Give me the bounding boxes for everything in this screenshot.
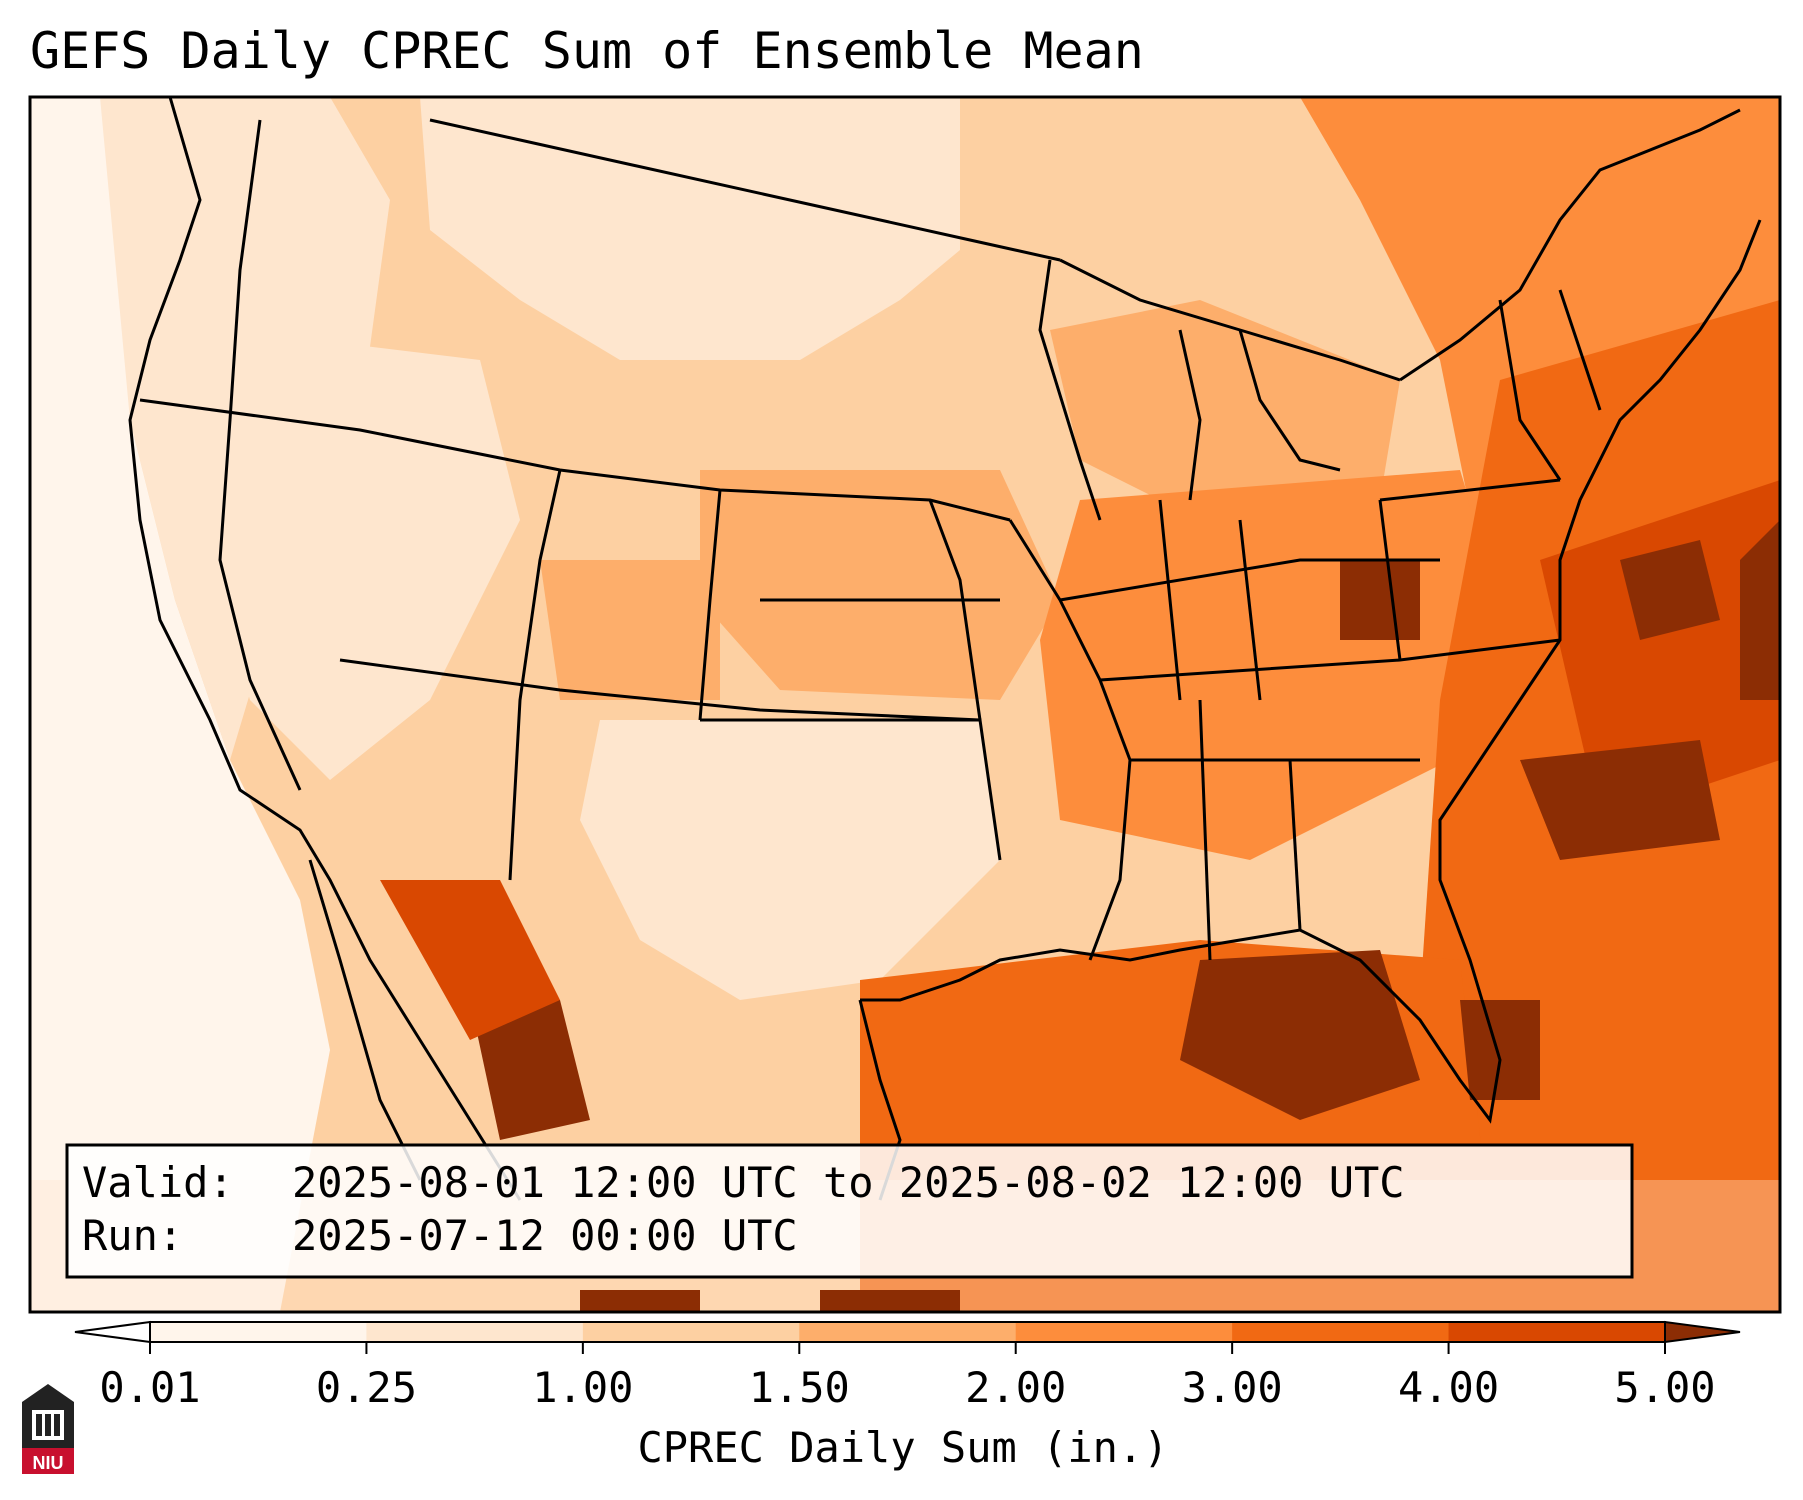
colorbar-extend-low bbox=[74, 1320, 151, 1344]
colorbar-tick-label: 1.50 bbox=[749, 1363, 850, 1412]
colorbar-tick-label: 1.00 bbox=[532, 1363, 633, 1412]
logo-text: NIU bbox=[33, 1453, 64, 1473]
map-title: GEFS Daily CPREC Sum of Ensemble Mean bbox=[30, 22, 1144, 80]
colorbar-extend-high bbox=[1664, 1320, 1741, 1344]
colorbar-label: CPREC Daily Sum (in.) bbox=[637, 1423, 1168, 1472]
map-borders bbox=[128, 97, 1762, 1201]
run-label: Run: bbox=[82, 1211, 183, 1260]
colorbar-tick-label: 4.00 bbox=[1398, 1363, 1499, 1412]
map-frame bbox=[28, 95, 1782, 1314]
valid-line: Valid: 2025-08-01 12:00 UTC to 2025-08-02… bbox=[82, 1158, 1405, 1207]
colorbar-segment bbox=[150, 1322, 367, 1342]
colorbar: 0.01 0.25 1.00 1.50 2.00 3.00 4.00 5.00 bbox=[74, 1320, 1741, 1412]
colorbar-segment bbox=[1015, 1322, 1233, 1342]
colorbar-segment bbox=[366, 1322, 584, 1342]
colorbar-tick-label: 0.01 bbox=[99, 1363, 200, 1412]
colorbar-segment bbox=[582, 1322, 800, 1342]
colorbar-segment bbox=[799, 1322, 1017, 1342]
valid-value: 2025-08-01 12:00 UTC to 2025-08-02 12:00… bbox=[292, 1158, 1405, 1207]
precipitation-field bbox=[30, 97, 1780, 1312]
colorbar-tick-label: 2.00 bbox=[965, 1363, 1066, 1412]
valid-label: Valid: bbox=[82, 1158, 234, 1207]
run-line: Run: 2025-07-12 00:00 UTC bbox=[82, 1211, 798, 1260]
colorbar-segment bbox=[1448, 1322, 1666, 1342]
colorbar-tick-label: 3.00 bbox=[1182, 1363, 1283, 1412]
colorbar-segment bbox=[1232, 1322, 1450, 1342]
run-value: 2025-07-12 00:00 UTC bbox=[292, 1211, 798, 1260]
info-box: Valid: 2025-08-01 12:00 UTC to 2025-08-02… bbox=[65, 1143, 1634, 1279]
niu-logo: NIU bbox=[22, 1384, 74, 1474]
colorbar-tick-label: 5.00 bbox=[1614, 1363, 1715, 1412]
colorbar-tick-label: 0.25 bbox=[316, 1363, 417, 1412]
colorbar-frame bbox=[149, 1321, 1666, 1343]
